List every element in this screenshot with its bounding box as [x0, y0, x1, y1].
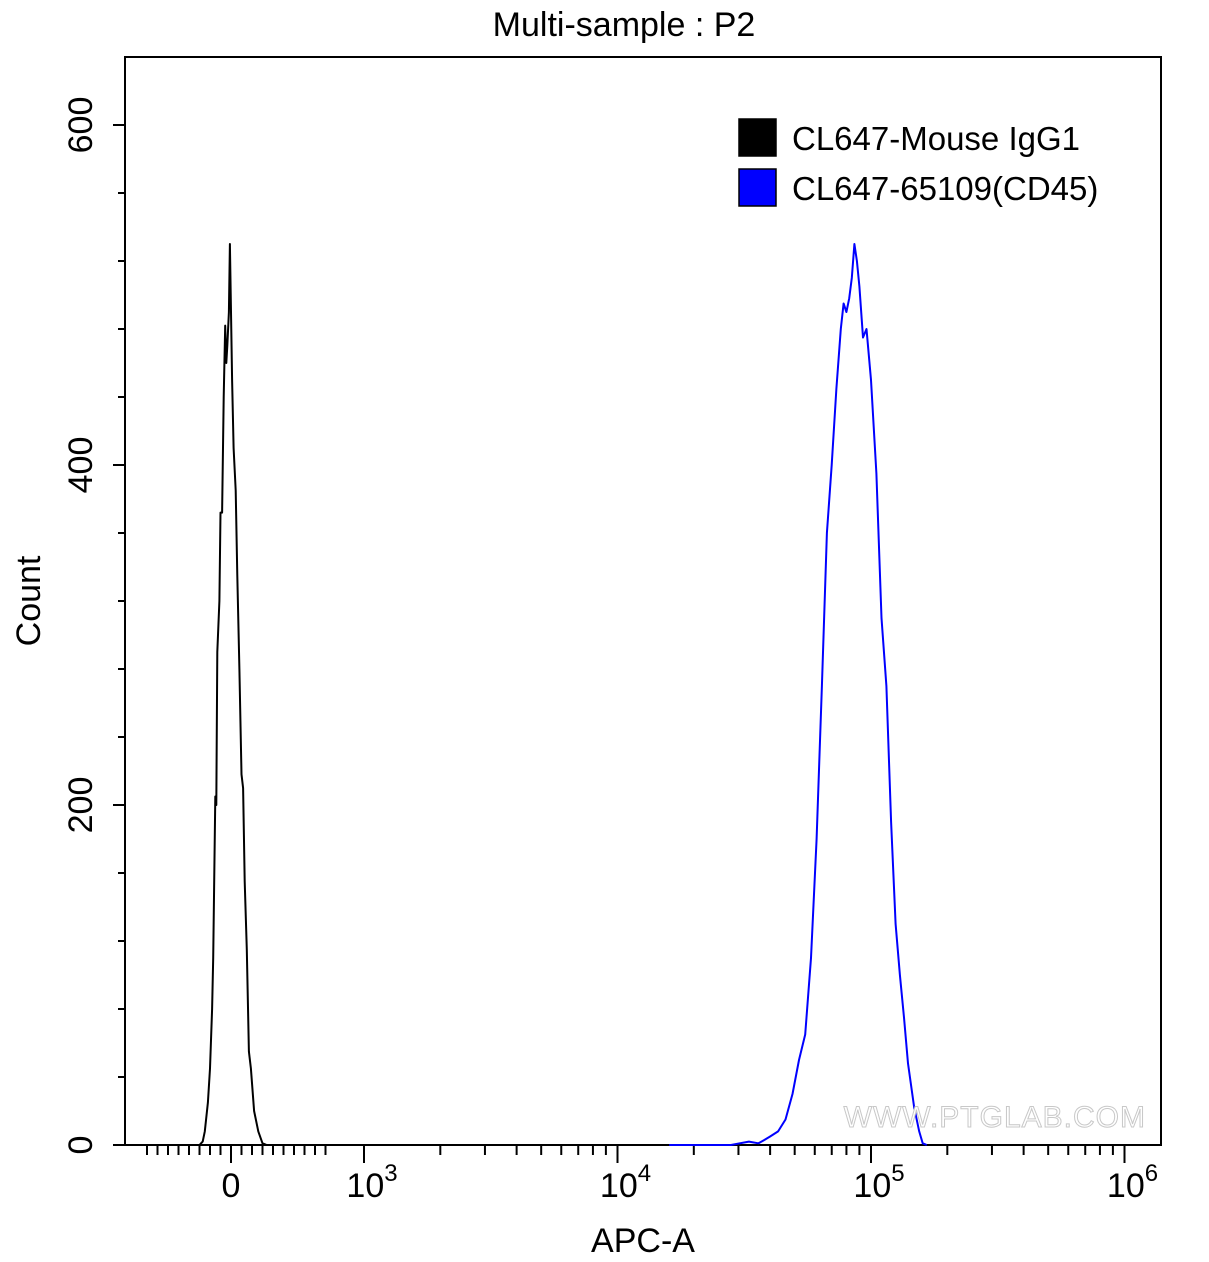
series-line-1 [198, 243, 268, 1146]
y-tick-label: 0 [62, 1136, 100, 1155]
x-tick-base: 10 [600, 1167, 638, 1205]
legend-label: CL647-Mouse IgG1 [792, 120, 1080, 157]
legend: CL647-Mouse IgG1 CL647-65109(CD45) [738, 118, 1098, 207]
x-tick-label: 106 [1107, 1160, 1158, 1205]
x-tick-exponent: 3 [384, 1160, 397, 1187]
y-tick-label: 400 [62, 437, 100, 494]
y-tick-label: 600 [62, 97, 100, 154]
y-axis: 0 200 400 600 [62, 97, 125, 1155]
y-axis-label: Count [10, 555, 48, 646]
x-tick-exponent: 5 [891, 1160, 904, 1187]
x-tick-label: 103 [346, 1160, 397, 1205]
x-tick-exponent: 6 [1145, 1160, 1158, 1187]
legend-swatch [738, 168, 777, 207]
x-axis-label: APC-A [591, 1222, 695, 1260]
x-tick-exponent: 4 [638, 1160, 651, 1187]
x-tick-label: 104 [600, 1160, 651, 1205]
plot-frame [124, 56, 1162, 1146]
x-tick-label: 0 [222, 1167, 241, 1205]
chart-title: Multi-sample : P2 [493, 6, 756, 44]
watermark-text: WWW.PTGLAB.COM [844, 1101, 1146, 1134]
x-tick-base: 10 [1107, 1167, 1145, 1205]
legend-swatch [738, 118, 777, 157]
y-tick-label: 200 [62, 777, 100, 834]
x-tick-base: 10 [853, 1167, 891, 1205]
series-line-2 [669, 243, 928, 1146]
series-group [198, 243, 928, 1146]
x-tick-label: 105 [853, 1160, 904, 1205]
x-axis: 0 103 104 105 106 [146, 1145, 1158, 1205]
legend-label: CL647-65109(CD45) [792, 170, 1098, 207]
x-tick-base: 10 [346, 1167, 384, 1205]
